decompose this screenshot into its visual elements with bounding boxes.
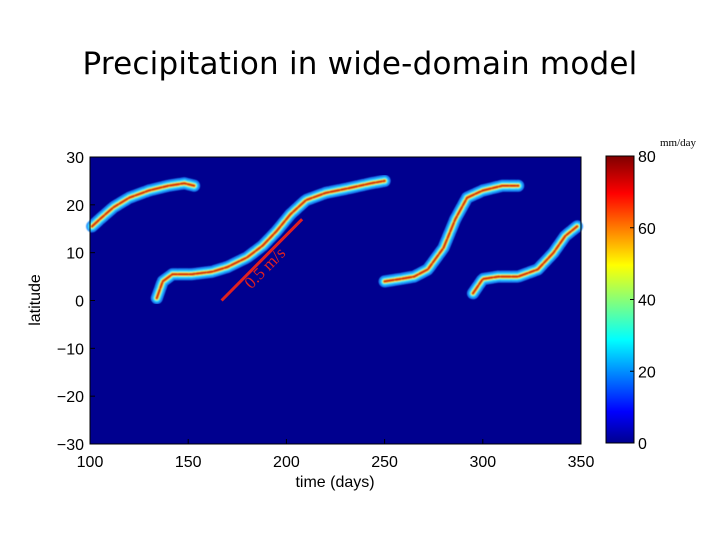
y-tick-label: −30 (57, 437, 84, 454)
colorbar-tick-label: 20 (638, 364, 656, 381)
colorbar-tick-label: 60 (638, 221, 656, 238)
x-tick-label: 100 (77, 454, 104, 471)
x-tick-label: 250 (371, 454, 398, 471)
x-tick-label: 350 (568, 454, 595, 471)
y-ticks: 30 20 10 0 −10 −20 −30 (57, 150, 95, 454)
precipitation-bands (86, 174, 584, 305)
y-tick-label: −20 (57, 389, 84, 406)
y-axis-label: latitude (27, 274, 44, 326)
x-axis-label: time (days) (295, 474, 374, 491)
colorbar-units: mm/day (660, 137, 697, 149)
x-ticks: 100 150 200 250 300 350 (77, 439, 595, 471)
x-tick-label: 150 (175, 454, 202, 471)
y-tick-label: 20 (66, 198, 84, 215)
precip-band-2 (378, 179, 525, 288)
precip-band-3 (467, 220, 584, 300)
colorbar-tick-label: 0 (638, 436, 647, 453)
colorbar (605, 155, 635, 444)
colorbar-tick-label: 40 (638, 293, 656, 310)
y-tick-label: 30 (66, 150, 84, 167)
colorbar-tick-label: 80 (638, 149, 656, 166)
precip-band-1a (86, 177, 201, 233)
slide-title: Precipitation in wide-domain model (82, 46, 638, 82)
speed-annotation-line (220, 218, 304, 302)
y-tick-label: −10 (57, 341, 84, 358)
x-tick-label: 300 (469, 454, 496, 471)
plot-area (90, 157, 581, 444)
colorbar-ticks: 80 60 40 20 0 (630, 149, 656, 453)
y-tick-label: 10 (66, 246, 84, 263)
x-tick-label: 200 (273, 454, 300, 471)
precip-band-1b (150, 174, 391, 305)
y-tick-label: 0 (75, 294, 84, 311)
